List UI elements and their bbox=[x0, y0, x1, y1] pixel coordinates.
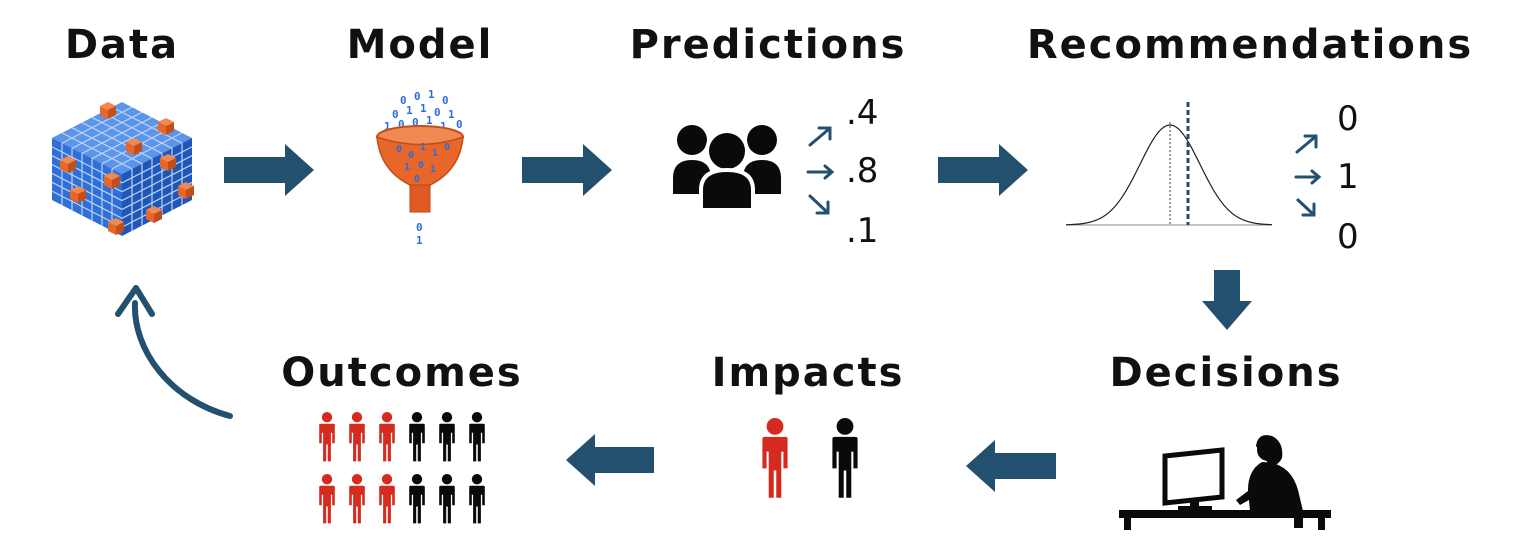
funnel-bit: 0 bbox=[414, 174, 420, 185]
funnel-bit: 0 bbox=[414, 90, 421, 103]
prediction-value: .1 bbox=[846, 211, 879, 251]
arrow-left-icon bbox=[566, 434, 654, 486]
funnel-bit: 1 bbox=[440, 120, 447, 133]
funnel-bit: 1 bbox=[426, 114, 433, 127]
recommendation-value: 0 bbox=[1337, 99, 1359, 139]
prediction-value: .4 bbox=[846, 93, 879, 133]
funnel-bit: 1 bbox=[384, 120, 391, 133]
person-icons bbox=[762, 418, 858, 498]
red-person-icon bbox=[349, 474, 365, 524]
recommendation-value: 1 bbox=[1337, 157, 1359, 197]
population-icons bbox=[319, 412, 485, 524]
funnel-bit: 1 bbox=[432, 148, 438, 159]
funnel-output-bit: 0 bbox=[416, 221, 423, 234]
funnel-bit: 0 bbox=[396, 144, 402, 155]
funnel-bit: 1 bbox=[420, 102, 427, 115]
red-person-icon bbox=[762, 418, 788, 498]
funnel-bit: 0 bbox=[392, 108, 399, 121]
funnel-bit: 0 bbox=[418, 160, 424, 171]
black-person-icon bbox=[469, 474, 485, 524]
funnel-bit: 0 bbox=[442, 94, 449, 107]
funnel-bit: 1 bbox=[420, 142, 426, 153]
black-person-icon bbox=[832, 418, 858, 498]
funnel-bit: 0 bbox=[412, 116, 419, 129]
stage-title-model: Model bbox=[346, 22, 494, 68]
black-person-icon bbox=[439, 412, 455, 462]
stage-title-predictions: Predictions bbox=[629, 22, 907, 68]
black-person-icon bbox=[469, 412, 485, 462]
stage-title-data: Data bbox=[64, 22, 180, 68]
red-person-icon bbox=[379, 474, 395, 524]
prediction-value: .8 bbox=[846, 151, 879, 191]
black-person-icon bbox=[409, 474, 425, 524]
funnel-bit: 1 bbox=[430, 164, 436, 175]
funnel-bit: 0 bbox=[434, 106, 441, 119]
red-person-icon bbox=[349, 412, 365, 462]
funnel-output-bit: 1 bbox=[416, 234, 423, 247]
feedback-curved-arrow-icon bbox=[115, 285, 233, 419]
arrow-right-icon bbox=[938, 144, 1028, 196]
red-person-icon bbox=[379, 412, 395, 462]
stage-title-recommendations: Recommendations bbox=[1026, 22, 1474, 68]
black-person-icon bbox=[439, 474, 455, 524]
funnel-bit: 0 bbox=[408, 150, 414, 161]
recommendation-value: 0 bbox=[1337, 217, 1359, 257]
arrow-down-icon bbox=[1202, 270, 1252, 330]
normal-distribution-icon bbox=[1065, 102, 1273, 226]
stage-title-outcomes: Outcomes bbox=[281, 350, 523, 396]
red-person-icon bbox=[319, 474, 335, 524]
funnel-bit: 1 bbox=[404, 162, 410, 173]
funnel-bit: 0 bbox=[400, 94, 407, 107]
black-person-icon bbox=[409, 412, 425, 462]
people-group-icon bbox=[673, 125, 781, 212]
funnel-bit: 0 bbox=[456, 118, 463, 131]
funnel-bit: 1 bbox=[428, 88, 435, 101]
arrow-left-icon bbox=[966, 440, 1056, 492]
funnel-bit: 0 bbox=[444, 142, 450, 153]
funnel-bit: 1 bbox=[406, 104, 413, 117]
red-person-icon bbox=[319, 412, 335, 462]
flow-arrows bbox=[224, 144, 1252, 492]
arrow-right-icon bbox=[522, 144, 612, 196]
person-at-computer-icon bbox=[1119, 435, 1331, 530]
prediction-arrows bbox=[806, 126, 835, 215]
recommendation-arrows bbox=[1294, 134, 1322, 217]
stage-title-decisions: Decisions bbox=[1109, 350, 1343, 396]
data-cube-icon bbox=[51, 102, 194, 236]
stage-title-impacts: Impacts bbox=[711, 350, 905, 396]
funnel-bit: 1 bbox=[448, 108, 455, 121]
arrow-right-icon bbox=[224, 144, 314, 196]
funnel-bit: 0 bbox=[398, 118, 405, 131]
